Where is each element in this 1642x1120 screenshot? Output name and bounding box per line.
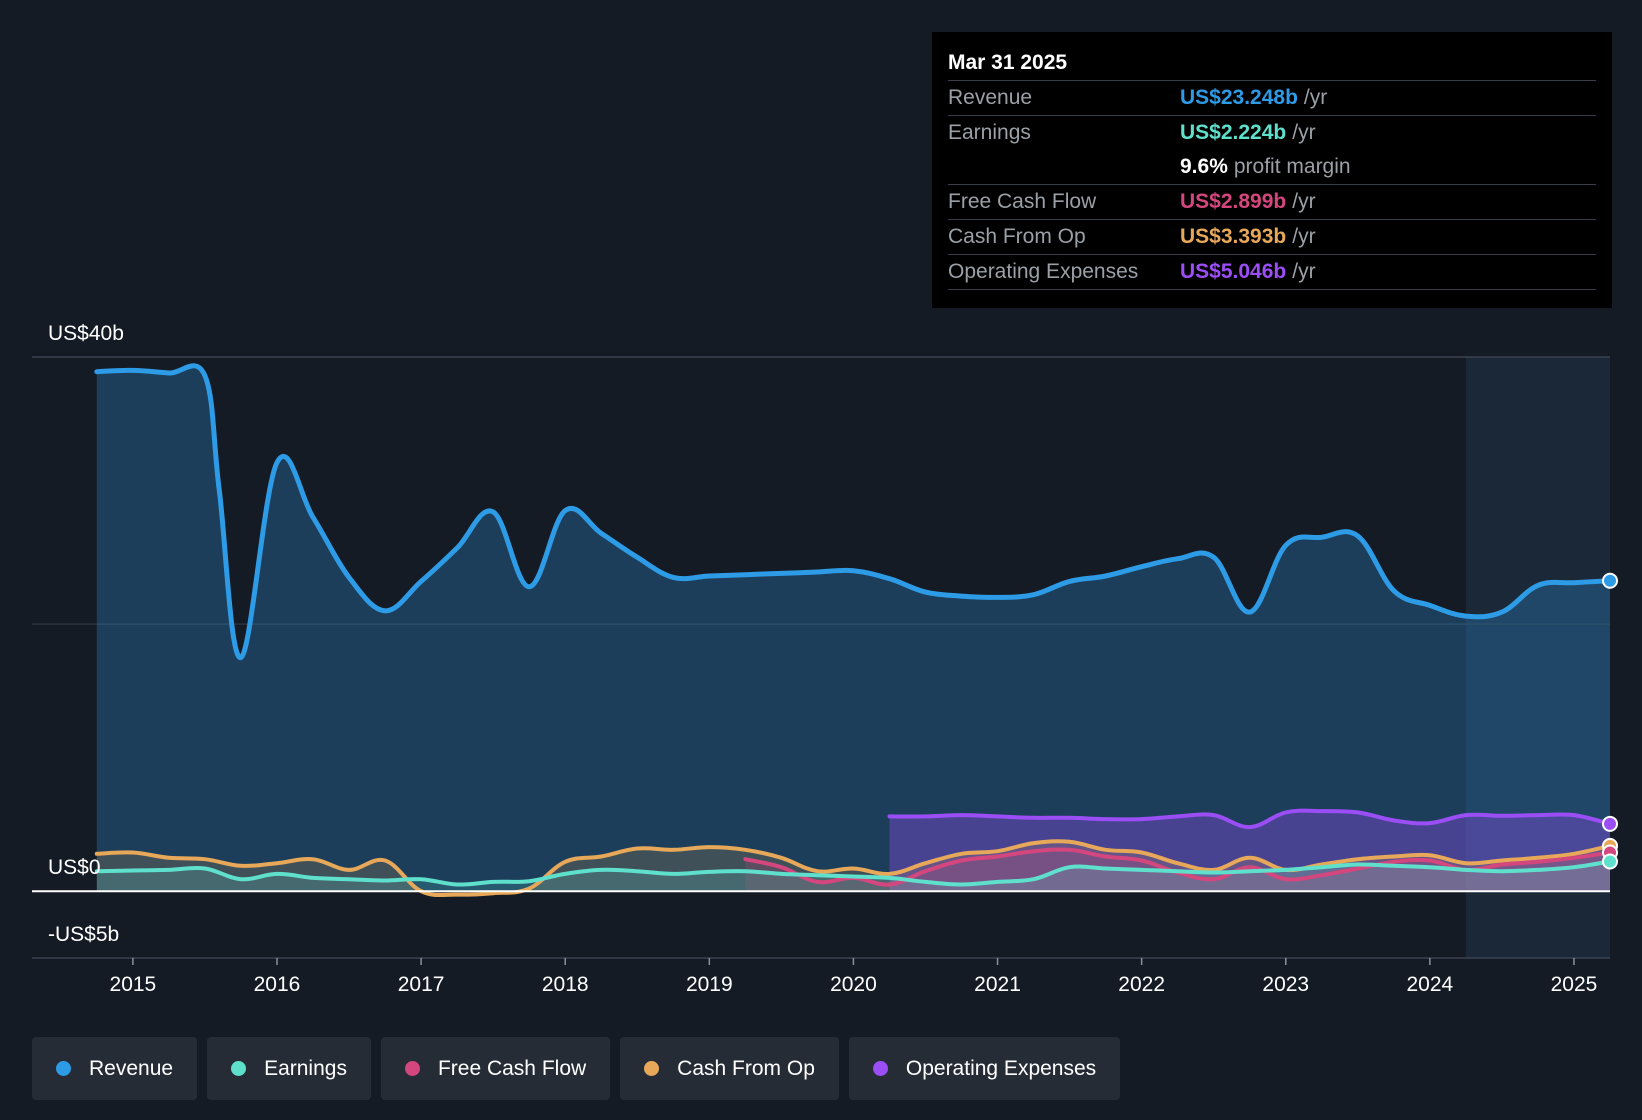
tooltip-row: Free Cash Flow US$2.899b/yr bbox=[948, 184, 1596, 219]
x-tick-label: 2022 bbox=[1118, 973, 1165, 996]
x-tick-label: 2021 bbox=[974, 973, 1021, 996]
tooltip-row: Operating Expenses US$5.046b/yr bbox=[948, 254, 1596, 290]
tooltip-row-value: US$2.899b bbox=[1180, 190, 1287, 213]
legend-item-revenue[interactable]: Revenue bbox=[32, 1037, 198, 1100]
y-axis-label: US$40b bbox=[48, 322, 124, 345]
legend-item-label: Free Cash Flow bbox=[437, 1056, 587, 1080]
tooltip-row-unit: /yr bbox=[1292, 190, 1316, 213]
legend-item-label: Operating Expenses bbox=[905, 1056, 1097, 1080]
x-tick-label: 2017 bbox=[398, 973, 445, 996]
x-tick-label: 2018 bbox=[542, 973, 589, 996]
x-axis-ticks: 2015 2016 2017 2018 2019 2020 2021 2022 2023 2024… bbox=[110, 958, 1598, 996]
tooltip-row-unit: /yr bbox=[1292, 225, 1316, 248]
legend-dot-icon bbox=[56, 1061, 71, 1076]
x-tick-label: 2020 bbox=[830, 973, 877, 996]
tooltip-row-value: US$3.393b bbox=[1180, 225, 1287, 248]
tooltip-row-unit: /yr bbox=[1292, 260, 1316, 283]
tooltip-row-label bbox=[948, 150, 1180, 184]
tooltip-row-label: Revenue bbox=[948, 86, 1033, 109]
tooltip-row-unit: profit margin bbox=[1233, 155, 1351, 178]
chart-legend: Revenue Earnings Free Cash Flow Cash From O… bbox=[32, 1037, 1121, 1100]
legend-item-operating-expenses[interactable]: Operating Expenses bbox=[848, 1037, 1121, 1100]
tooltip-row: Earnings US$2.224b/yr bbox=[948, 115, 1596, 150]
series-lines bbox=[94, 363, 1613, 898]
x-tick-label: 2025 bbox=[1551, 973, 1598, 996]
earnings-line bbox=[94, 859, 1612, 887]
tooltip-row-value: 9.6% bbox=[1180, 155, 1228, 178]
tooltip-row-label: Earnings bbox=[948, 121, 1031, 144]
x-tick-label: 2024 bbox=[1407, 973, 1454, 996]
tooltip-row-label: Operating Expenses bbox=[948, 260, 1139, 283]
tooltip-row-unit: /yr bbox=[1303, 86, 1328, 109]
tooltip-row-label: Cash From Op bbox=[948, 225, 1086, 248]
legend-item-label: Revenue bbox=[89, 1056, 174, 1080]
tooltip-row-value: US$23.248b bbox=[1180, 86, 1298, 109]
legend-item-label: Cash From Op bbox=[677, 1056, 815, 1080]
legend-item-earnings[interactable]: Earnings bbox=[207, 1037, 371, 1100]
series-endpoints bbox=[1602, 572, 1618, 870]
legend-item-cash-from-op[interactable]: Cash From Op bbox=[620, 1037, 839, 1100]
revenue-endpoint bbox=[1602, 572, 1618, 589]
x-tick-label: 2023 bbox=[1262, 973, 1309, 996]
legend-item-label: Earnings bbox=[264, 1056, 347, 1080]
operating-expenses-endpoint bbox=[1602, 815, 1618, 832]
data-tooltip: Mar 31 2025 Revenue US$23.248b/yr Earnings… bbox=[932, 32, 1612, 308]
tooltip-row: Cash From Op US$3.393b/yr bbox=[948, 219, 1596, 254]
tooltip-row-value: US$2.224b bbox=[1180, 121, 1287, 144]
y-axis-label: US$0 bbox=[48, 856, 101, 879]
tooltip-date: Mar 31 2025 bbox=[948, 51, 1068, 74]
x-tick-label: 2016 bbox=[254, 973, 301, 996]
revenue-area bbox=[96, 365, 1610, 892]
tooltip-row: Revenue US$23.248b/yr bbox=[948, 80, 1596, 115]
tooltip-row: 9.6% profit margin bbox=[948, 150, 1596, 184]
y-axis-label: -US$5b bbox=[48, 923, 119, 946]
legend-dot-icon bbox=[231, 1061, 247, 1076]
x-tick-label: 2019 bbox=[686, 973, 733, 996]
tooltip-row-value: US$5.046b bbox=[1180, 260, 1287, 283]
operating-expenses-line bbox=[887, 808, 1612, 830]
y-axis-labels: US$40b US$0 -US$5b bbox=[48, 322, 124, 946]
tooltip-row-label: Free Cash Flow bbox=[948, 190, 1097, 213]
tooltip-row-unit: /yr bbox=[1292, 121, 1316, 144]
operating-expenses-area bbox=[889, 810, 1610, 892]
cash-from-op-area bbox=[96, 841, 1610, 896]
revenue-line bbox=[94, 363, 1613, 661]
legend-dot-icon bbox=[644, 1061, 660, 1076]
gridlines bbox=[32, 356, 1610, 959]
legend-dot-icon bbox=[872, 1061, 888, 1076]
earnings-endpoint bbox=[1602, 853, 1618, 870]
x-tick-label: 2015 bbox=[110, 973, 157, 996]
legend-item-free-cash-flow[interactable]: Free Cash Flow bbox=[380, 1037, 611, 1100]
cash-from-op-line bbox=[94, 839, 1612, 898]
legend-dot-icon bbox=[404, 1061, 420, 1076]
tooltip-rows: Revenue US$23.248b/yr Earnings US$2.224b/yr… bbox=[948, 80, 1596, 290]
series-areas bbox=[96, 365, 1610, 896]
free-cash-flow-area bbox=[745, 849, 1610, 892]
